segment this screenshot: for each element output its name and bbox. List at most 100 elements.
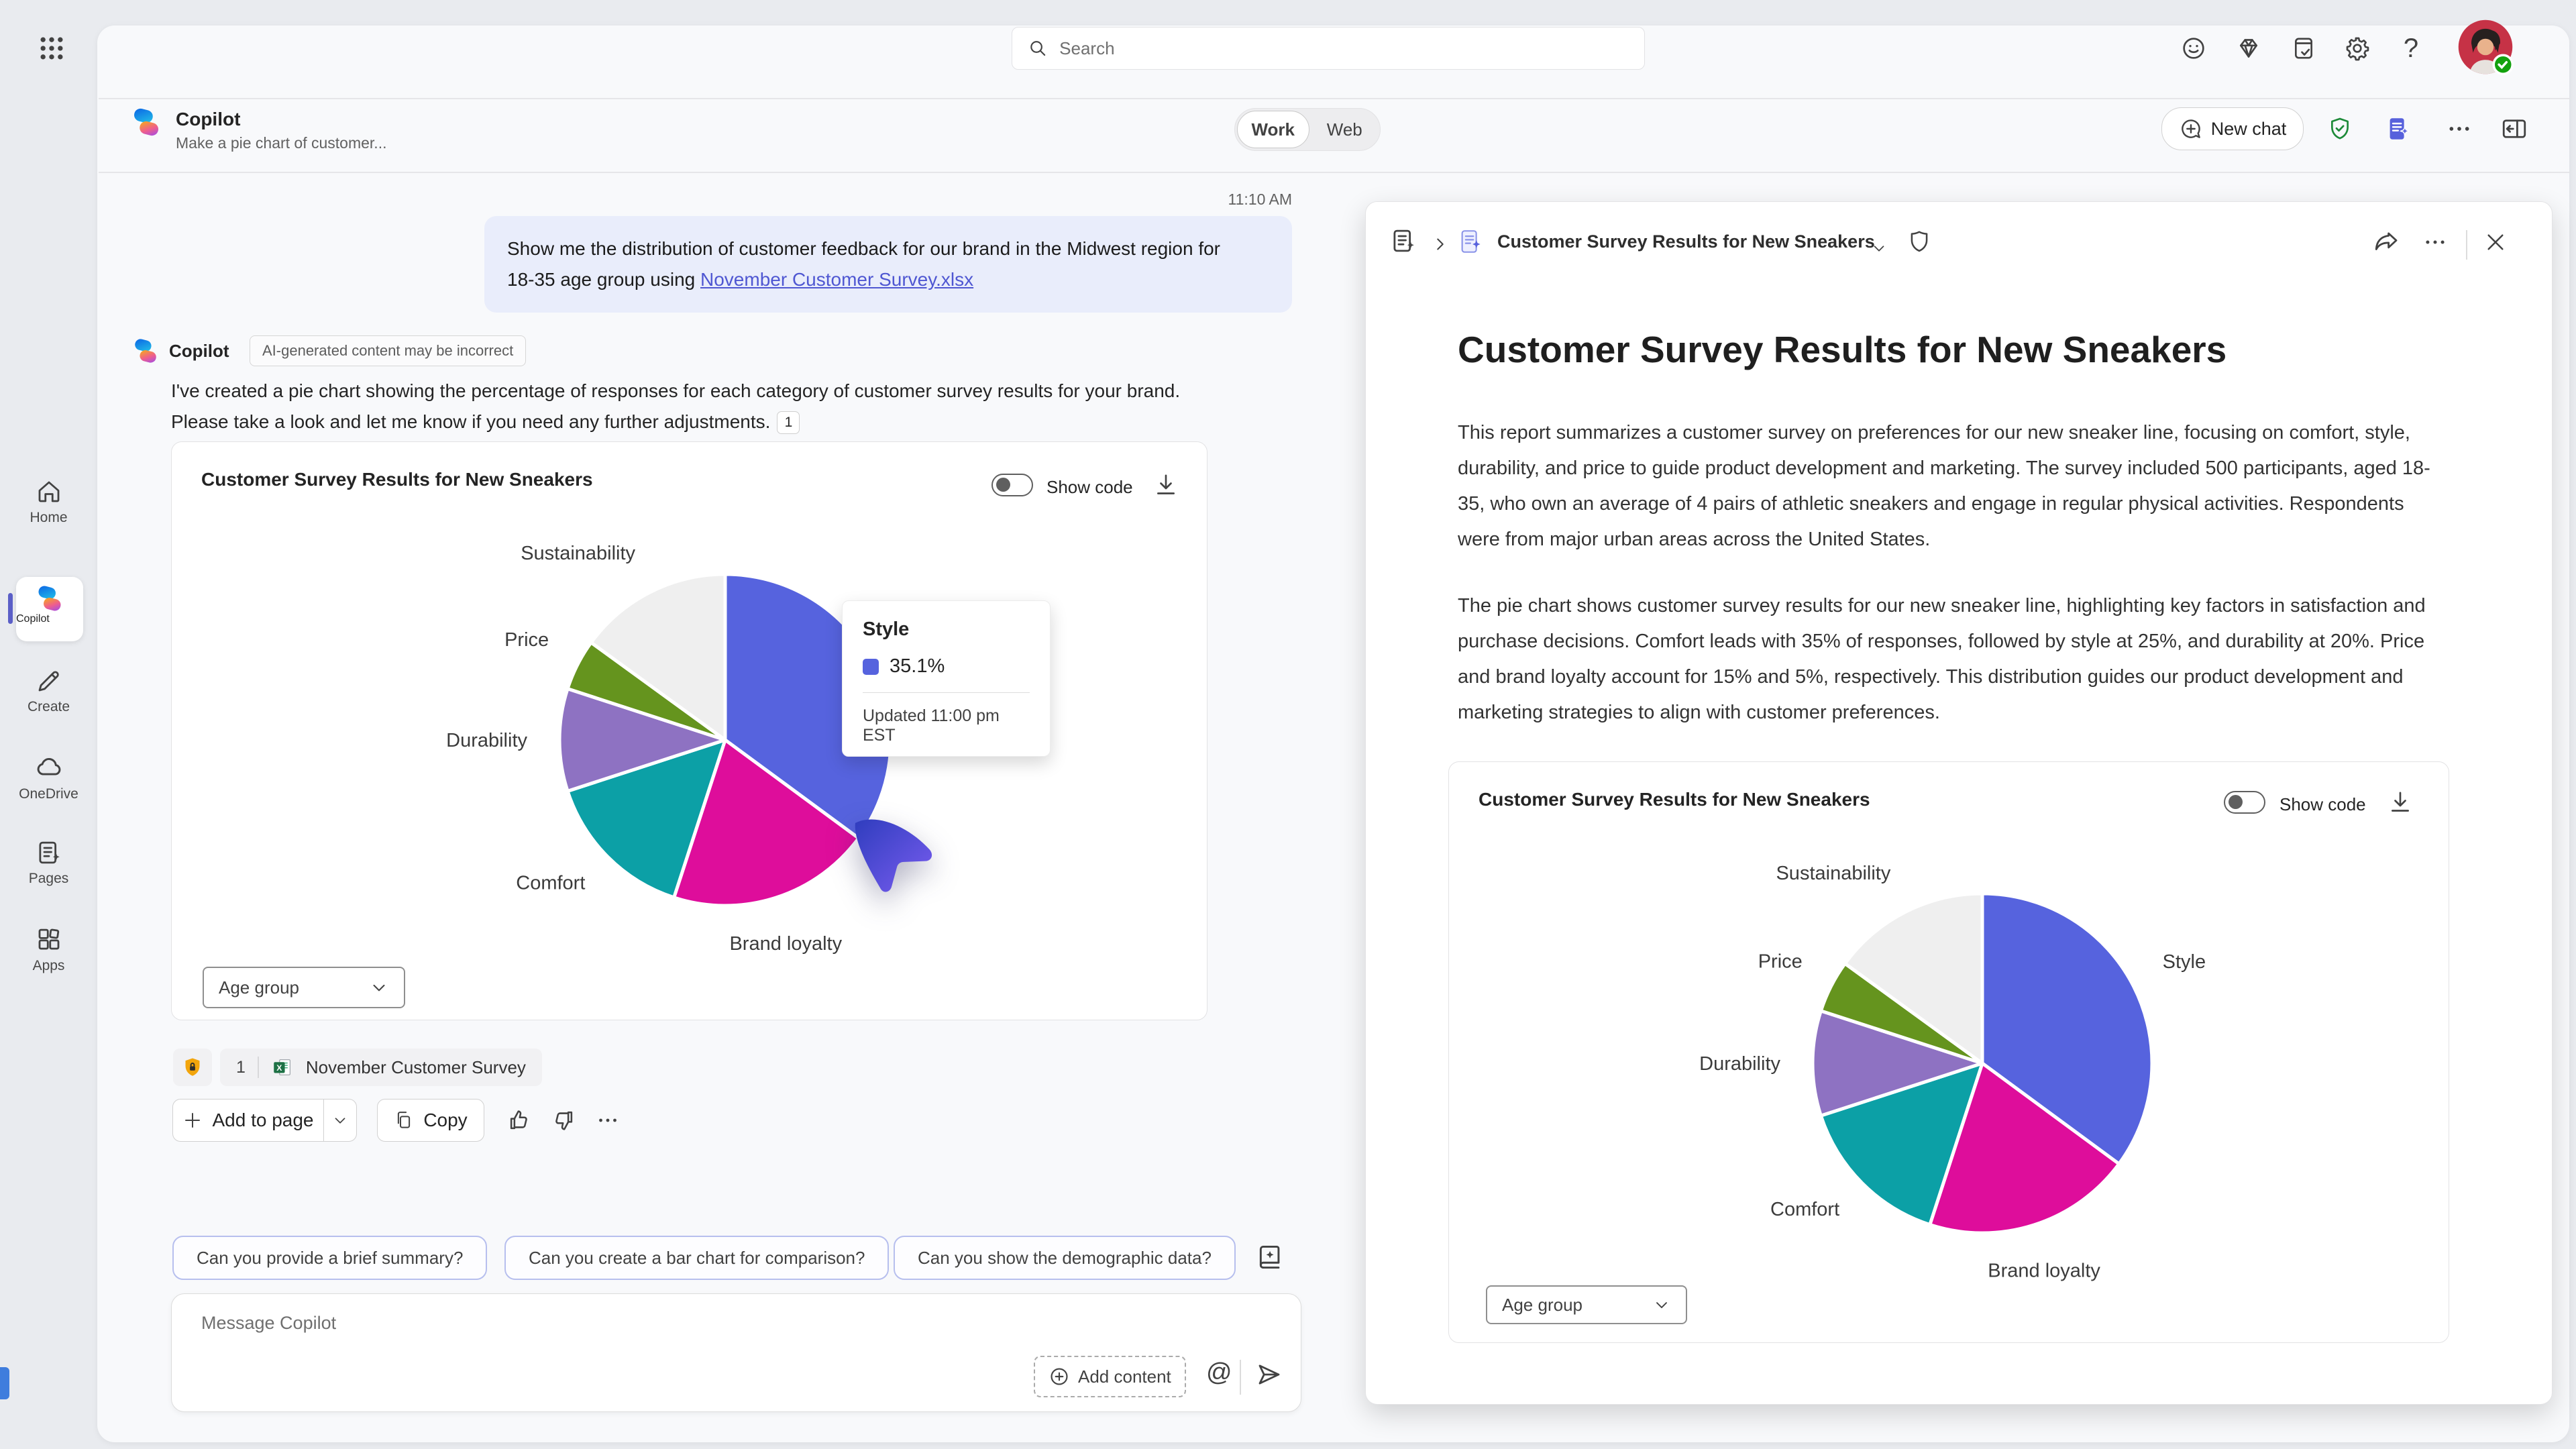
sidebar-item-create[interactable]: Create [0,667,97,715]
panel-more-button[interactable] [2420,227,2450,257]
prompt-guide-icon [1259,1245,1280,1269]
tasks-note-button[interactable] [2289,34,2318,63]
tooltip-swatch [863,658,879,675]
copilot-notebook-button[interactable] [2383,114,2412,144]
title-chevron-icon[interactable] [1870,239,1888,257]
breadcrumb-document-title[interactable]: Customer Survey Results for New Sneakers [1497,231,1875,252]
age-group-dropdown[interactable]: Age group [1486,1285,1687,1324]
message-more-button[interactable] [593,1106,623,1135]
pie-label-sustainability: Sustainability [1776,863,1890,884]
global-search[interactable] [1012,27,1645,70]
new-chat-button[interactable]: New chat [2161,107,2304,150]
search-input[interactable] [1059,38,1629,59]
send-button[interactable] [1254,1360,1284,1389]
suggestion-chip[interactable]: Can you create a bar chart for compariso… [504,1236,890,1280]
premium-gem-button[interactable] [2234,34,2263,63]
composer-input[interactable] [201,1313,1006,1387]
work-web-switcher: Work Web [1234,108,1381,151]
feedback-smiley-button[interactable] [2179,34,2208,63]
suggestion-chip[interactable]: Can you provide a brief summary? [172,1236,488,1280]
document-chart-card: Customer Survey Results for New Sneakers… [1448,761,2449,1343]
pie-chart-chat[interactable]: Style Brand loyalty Comfort Durability Price… [172,442,1208,1021]
message-composer[interactable]: Add content @ [171,1293,1301,1412]
add-to-page-menu-button[interactable] [323,1099,357,1142]
show-code-toggle[interactable] [991,474,1033,496]
sensitivity-shield-chip[interactable] [173,1049,212,1086]
help-button[interactable]: ? [2396,34,2426,63]
note-check-icon [2295,38,2312,59]
sidebar-item-apps[interactable]: Apps [0,926,97,974]
active-nav-indicator [8,593,13,624]
suggestion-chip[interactable]: Can you show the demographic data? [894,1236,1236,1280]
dropdown-value: Age group [219,977,299,998]
thumb-down-icon [555,1111,573,1130]
settings-button[interactable] [2343,34,2372,63]
add-to-page-button[interactable]: Add to page [172,1099,323,1142]
tooltip-value: 35.1% [890,655,945,677]
pie-slice-durability[interactable] [557,687,727,793]
prompt-guide-button[interactable] [1256,1242,1285,1272]
document-panel: Customer Survey Results for New Sneakers [1365,201,2553,1405]
pen-icon [38,671,59,692]
pie-slice-style[interactable] [1980,892,2154,1166]
add-to-page-label: Add to page [212,1110,314,1130]
download-icon[interactable] [1152,472,1179,498]
pie-slice-brand-loyalty[interactable] [1928,1061,2121,1235]
pie-slice-brand-loyalty[interactable] [672,738,861,908]
account-avatar[interactable] [2457,19,2514,75]
attachment-link[interactable]: November Customer Survey.xlsx [700,269,974,290]
pie-chart-document[interactable]: Style Brand loyalty Comfort Durability Price… [1449,762,2450,1344]
copy-button[interactable]: Copy [377,1099,484,1142]
pie-slice-sustainability[interactable] [1843,892,1984,1065]
panel-pages-button[interactable] [1389,226,1418,256]
download-icon[interactable] [2387,789,2414,816]
document-title: Customer Survey Results for New Sneakers [1458,329,2227,370]
excel-file-icon: X [274,1059,290,1075]
share-button[interactable] [2372,227,2402,257]
composer-divider [1240,1360,1241,1395]
add-content-button[interactable]: Add content [1034,1356,1186,1397]
citation-chip[interactable]: 1 [777,411,800,434]
breadcrumb-chevron-icon [1430,234,1450,254]
protected-shield-button[interactable] [2325,114,2355,144]
close-panel-button[interactable] [2481,227,2510,257]
circle-plus-icon [1051,1368,1068,1385]
thumbs-down-button[interactable] [549,1106,578,1135]
shield-lock-icon [185,1058,200,1076]
assistant-line2: Please take a look and let me know if yo… [171,411,771,432]
tab-work[interactable]: Work [1237,111,1309,148]
sidebar-item-onedrive[interactable]: OneDrive [0,753,97,802]
sidebar-item-label: Create [27,699,70,714]
document-paragraph: The pie chart shows customer survey resu… [1458,595,2426,723]
tab-web[interactable]: Web [1326,119,1362,140]
new-chat-label: New chat [2210,118,2287,139]
thumbs-up-button[interactable] [504,1106,534,1135]
age-group-dropdown[interactable]: Age group [203,967,405,1008]
pie-label-sustainability: Sustainability [521,543,635,564]
show-code-label: Show code [2279,794,2366,814]
waffle-menu-button[interactable] [37,34,66,63]
show-code-toggle[interactable] [2224,791,2265,814]
apps-grid-icon [38,928,59,950]
sidebar-item-home[interactable]: Home [0,478,97,526]
pie-label-price: Price [1758,951,1803,972]
assistant-name: Copilot [169,341,229,361]
doc-sparkle-colored-icon [1456,227,1484,256]
sidebar-item-pages[interactable]: Pages [0,839,97,887]
more-options-button[interactable] [2445,114,2474,144]
reference-file-chip[interactable]: 1 X November Customer Survey [220,1049,542,1086]
chat-plus-icon [2181,119,2200,138]
sensitivity-shield-icon[interactable] [1907,229,1932,254]
copilot-app-logo [133,108,159,136]
send-icon [1258,1364,1280,1385]
reference-count: 1 [236,1057,246,1077]
waffle-icon [40,37,63,60]
show-code-label: Show code [1046,477,1133,497]
sidebar-item-copilot[interactable]: Copilot [16,577,83,641]
collapse-panel-button[interactable] [2500,114,2529,144]
plus-icon [185,1113,201,1128]
pie-slice-sustainability[interactable] [589,572,727,742]
mention-button[interactable]: @ [1206,1358,1232,1387]
assistant-message: I've created a pie chart showing the per… [171,376,1218,437]
pie-slice-durability[interactable] [1811,1009,1984,1118]
